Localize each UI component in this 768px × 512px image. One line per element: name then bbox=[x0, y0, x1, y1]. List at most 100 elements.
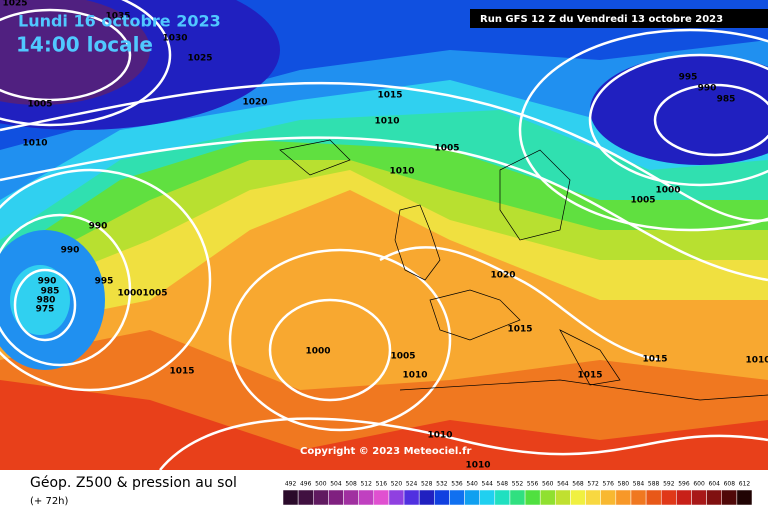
isobar-label: 1015 bbox=[577, 371, 602, 381]
isobar-label: 975 bbox=[36, 305, 55, 315]
scale-swatch bbox=[373, 489, 390, 506]
height-bands bbox=[0, 0, 768, 450]
scale-label: 556 bbox=[527, 481, 539, 488]
isobar-label: 1010 bbox=[465, 461, 490, 471]
scale-swatch bbox=[479, 489, 496, 506]
isobar-label: 1015 bbox=[507, 325, 532, 335]
band bbox=[10, 265, 70, 335]
isobar-label: 1005 bbox=[434, 144, 459, 154]
isobar-label: 990 bbox=[89, 222, 108, 232]
scale-label: 536 bbox=[451, 481, 463, 488]
scale-swatch bbox=[449, 489, 465, 506]
scale-swatch bbox=[721, 489, 738, 506]
isobar-label: 1010 bbox=[374, 117, 399, 127]
scale-label: 564 bbox=[557, 481, 569, 488]
scale-label: 592 bbox=[663, 481, 675, 488]
scale-label: 524 bbox=[406, 481, 418, 488]
isobar-label: 1015 bbox=[169, 367, 194, 377]
scale-label: 520 bbox=[391, 481, 403, 488]
scale-swatch bbox=[585, 489, 601, 506]
scale-label: 508 bbox=[345, 481, 357, 488]
scale-label: 500 bbox=[315, 481, 327, 488]
scale-label: 600 bbox=[693, 481, 705, 488]
scale-label: 540 bbox=[466, 481, 478, 488]
scale-swatch bbox=[676, 489, 692, 506]
scale-label: 576 bbox=[603, 481, 615, 488]
scale-swatch bbox=[645, 489, 662, 506]
scale-label: 504 bbox=[330, 481, 342, 488]
copyright: Copyright © 2023 Meteociel.fr bbox=[300, 446, 471, 457]
scale-swatch bbox=[358, 489, 375, 506]
scale-label: 516 bbox=[376, 481, 388, 488]
scale-label: 528 bbox=[421, 481, 433, 488]
scale-label: 572 bbox=[587, 481, 599, 488]
isobar-label: 1010 bbox=[427, 431, 452, 441]
scale-label: 532 bbox=[436, 481, 448, 488]
scale-swatch bbox=[570, 489, 586, 506]
scale-swatch bbox=[403, 489, 420, 506]
run-info: Run GFS 12 Z du Vendredi 13 octobre 2023 bbox=[480, 14, 723, 25]
scale-label: 512 bbox=[360, 481, 372, 488]
scale-label: 568 bbox=[572, 481, 584, 488]
scale-swatch bbox=[736, 489, 753, 506]
scale-swatch bbox=[464, 489, 480, 506]
scale-swatch bbox=[615, 489, 632, 506]
scale-swatch bbox=[343, 489, 359, 506]
scale-swatch bbox=[691, 489, 707, 506]
isobars bbox=[0, 0, 768, 432]
date: Lundi 16 octobre 2023 bbox=[18, 12, 221, 31]
scale-label: 608 bbox=[724, 481, 736, 488]
local-time: 14:00 locale bbox=[16, 33, 153, 57]
scale-label: 588 bbox=[648, 481, 660, 488]
scale-swatch bbox=[660, 489, 677, 506]
isobar-label: 985 bbox=[41, 287, 60, 297]
scale-swatch bbox=[509, 489, 526, 506]
isobar-label: 1000 bbox=[117, 289, 142, 299]
scale-label: 548 bbox=[497, 481, 509, 488]
isobar-label: 1025 bbox=[2, 0, 27, 9]
isobar-label: 985 bbox=[717, 95, 736, 105]
scale-swatch bbox=[706, 489, 722, 506]
isobar-label: 990 bbox=[698, 84, 717, 94]
isobar-label: 1005 bbox=[142, 289, 167, 299]
scale-label: 560 bbox=[542, 481, 554, 488]
scale-label: 584 bbox=[633, 481, 645, 488]
isobar-label: 1015 bbox=[377, 91, 402, 101]
scale-label: 492 bbox=[285, 481, 297, 488]
scale-swatch bbox=[539, 489, 556, 506]
scale-label: 544 bbox=[482, 481, 494, 488]
scale-swatch bbox=[555, 489, 571, 506]
isobar-label: 980 bbox=[37, 296, 56, 306]
isobar-label: 1010 bbox=[22, 139, 47, 149]
scale-swatch bbox=[524, 489, 541, 506]
scale-swatch bbox=[297, 489, 314, 506]
isobar-label: 1010 bbox=[402, 371, 427, 381]
isobar-label: 1005 bbox=[390, 352, 415, 362]
scale-swatch bbox=[418, 489, 435, 506]
scale-swatch bbox=[630, 489, 647, 506]
isobar-label: 1000 bbox=[305, 347, 330, 357]
isobar-label: 1010 bbox=[389, 167, 414, 177]
scale-swatch bbox=[434, 489, 450, 506]
isobar-label: 1005 bbox=[630, 196, 655, 206]
scale-swatch bbox=[388, 489, 405, 506]
scale-swatch bbox=[600, 489, 617, 506]
scale-swatch bbox=[328, 489, 344, 506]
color-scale: 492 496 500 504 508 512 516 520 524 528 532 536 540 5… bbox=[282, 481, 753, 506]
scale-label: 604 bbox=[708, 481, 720, 488]
isobar-label: 995 bbox=[95, 277, 114, 287]
scale-label: 580 bbox=[618, 481, 630, 488]
scale-label: 596 bbox=[678, 481, 690, 488]
isobar-label: 1020 bbox=[242, 98, 267, 108]
scale-label: 552 bbox=[512, 481, 524, 488]
scale-swatch bbox=[282, 489, 299, 506]
legend-title: Géop. Z500 & pression au sol bbox=[30, 475, 237, 491]
isobar-label: 1005 bbox=[27, 100, 52, 110]
scale-label: 496 bbox=[300, 481, 312, 488]
isobar-label: 1000 bbox=[655, 186, 680, 196]
isobar-label: 1035 bbox=[105, 12, 130, 22]
isobar-label: 1025 bbox=[187, 54, 212, 64]
isobar-label: 990 bbox=[61, 246, 80, 256]
